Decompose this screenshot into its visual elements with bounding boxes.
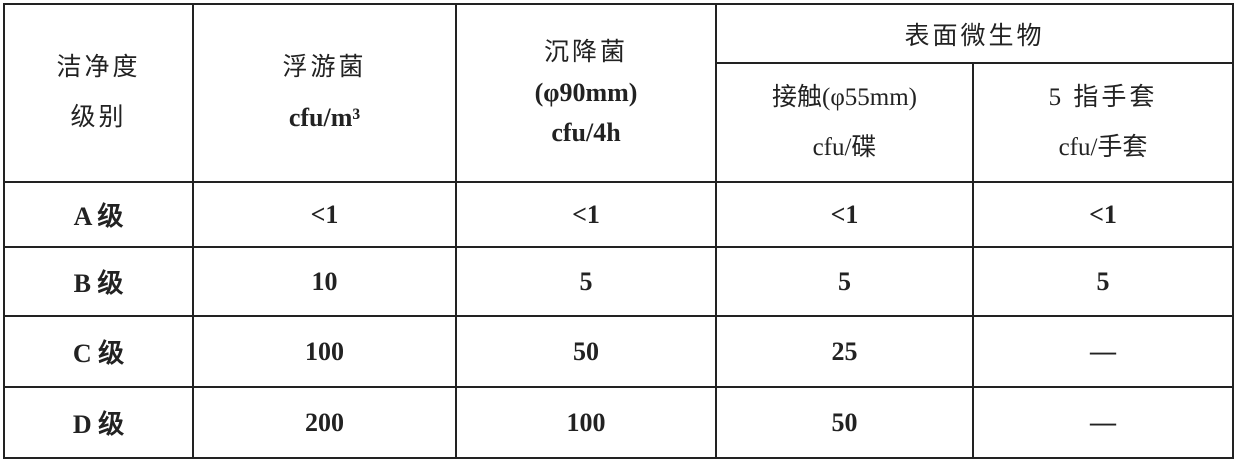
- cell-glove: <1: [972, 181, 1234, 248]
- cell-airborne: 100: [192, 315, 457, 388]
- table-row: B 级 10 5 5 5: [3, 246, 1234, 317]
- header-contact-unit: cfu/碟: [812, 133, 877, 161]
- cell-airborne: 200: [192, 386, 457, 459]
- table-row: C 级 100 50 25 —: [3, 315, 1234, 388]
- cell-contact: 25: [715, 315, 974, 388]
- cell-grade: B 级: [3, 246, 194, 317]
- header-contact-line1: 接触(φ55mm): [772, 83, 917, 111]
- header-airborne-unit: cfu/m³: [288, 103, 361, 132]
- cell-grade: C 级: [3, 315, 194, 388]
- cell-settling: 50: [455, 315, 717, 388]
- header-settling-unit: cfu/4h: [551, 118, 621, 147]
- cell-contact: <1: [715, 181, 974, 248]
- header-contact: 接触(φ55mm) cfu/碟: [715, 62, 974, 183]
- cell-glove: —: [972, 315, 1234, 388]
- cell-grade: D 级: [3, 386, 194, 459]
- header-settling-size: (φ90mm): [534, 78, 638, 107]
- header-glove-line1: 5 指手套: [1048, 83, 1158, 111]
- cell-grade: A 级: [3, 181, 194, 248]
- cell-airborne: <1: [192, 181, 457, 248]
- header-grade-line1: 洁净度: [56, 54, 141, 81]
- table-row: A 级 <1 <1 <1 <1: [3, 181, 1234, 248]
- cell-settling: 5: [455, 246, 717, 317]
- header-settling: 沉降菌 (φ90mm) cfu/4h: [455, 3, 717, 183]
- cell-contact: 50: [715, 386, 974, 459]
- cell-contact: 5: [715, 246, 974, 317]
- header-grade-line2: 级别: [70, 104, 127, 131]
- table-row: D 级 200 100 50 —: [3, 386, 1234, 459]
- cell-settling: <1: [455, 181, 717, 248]
- cell-glove: 5: [972, 246, 1234, 317]
- header-airborne: 浮游菌 cfu/m³: [192, 3, 457, 183]
- cell-airborne: 10: [192, 246, 457, 317]
- header-surface-group: 表面微生物: [715, 3, 1234, 64]
- cleanliness-microbe-limits-table: 洁净度 级别 浮游菌 cfu/m³ 沉降菌 (φ90mm) cfu/4h 表面微…: [3, 3, 1234, 459]
- cell-settling: 100: [455, 386, 717, 459]
- cell-glove: —: [972, 386, 1234, 459]
- header-glove: 5 指手套 cfu/手套: [972, 62, 1234, 183]
- header-airborne-line1: 浮游菌: [282, 54, 367, 81]
- header-grade: 洁净度 级别: [3, 3, 194, 183]
- header-glove-unit: cfu/手套: [1058, 133, 1148, 161]
- header-settling-line1: 沉降菌: [543, 39, 628, 66]
